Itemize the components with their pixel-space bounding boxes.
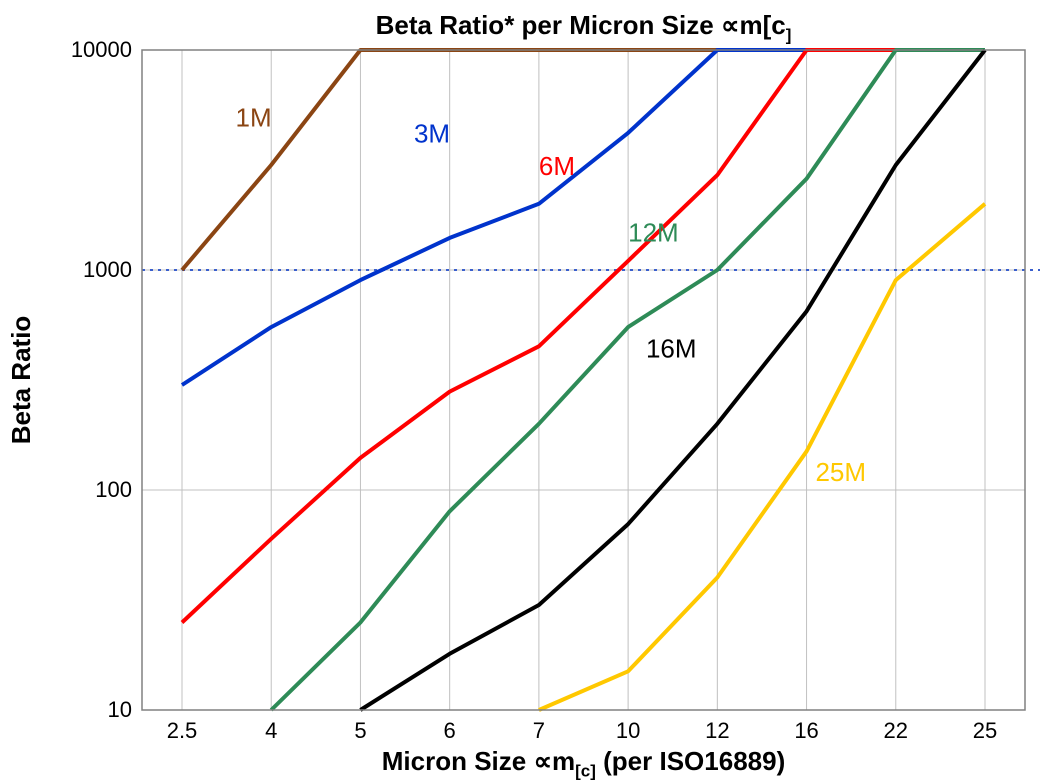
x-tick-label: 25	[973, 718, 997, 743]
x-tick-label: 4	[265, 718, 277, 743]
series-label-3M: 3M	[414, 118, 450, 148]
y-tick-label: 100	[95, 477, 132, 502]
beta-ratio-chart: 2.5 4 5 6 7 10 12 16 22 25 10 100 1000 10000 1M 3M 6M 12M…	[0, 0, 1055, 781]
x-tick-label: 16	[794, 718, 818, 743]
series-label-6M: 6M	[539, 151, 575, 181]
x-tick-label: 7	[533, 718, 545, 743]
series-label-1M: 1M	[236, 102, 272, 132]
svg-text:Beta Ratio: Beta Ratio	[6, 316, 36, 445]
chart-container: 2.5 4 5 6 7 10 12 16 22 25 10 100 1000 10000 1M 3M 6M 12M…	[0, 0, 1055, 781]
y-tick-label: 10	[108, 697, 132, 722]
x-tick-label: 10	[616, 718, 640, 743]
x-tick-label: 22	[884, 718, 908, 743]
y-tick-label: 10000	[71, 37, 132, 62]
svg-text:Beta Ratio* per Micron Size ∝m: Beta Ratio* per Micron Size ∝m[c]	[376, 10, 792, 45]
y-tick-label: 1000	[83, 257, 132, 282]
x-tick-label: 2.5	[167, 718, 198, 743]
axis-title: Beta Ratio	[6, 316, 36, 445]
x-tick-label: 5	[354, 718, 366, 743]
series-label-25M: 25M	[815, 457, 866, 487]
x-tick-label: 12	[705, 718, 729, 743]
series-label-12M: 12M	[628, 217, 679, 247]
x-tick-label: 6	[444, 718, 456, 743]
series-label-16M: 16M	[646, 334, 697, 364]
axis-title: Beta Ratio* per Micron Size ∝m[c]	[376, 10, 792, 45]
